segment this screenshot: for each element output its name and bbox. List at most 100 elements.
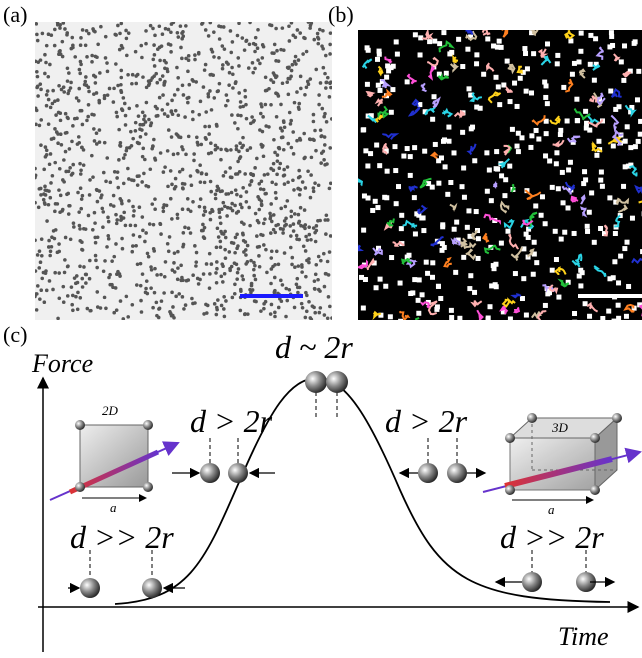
particle (319, 258, 323, 263)
particle (578, 267, 584, 273)
particle (181, 231, 186, 235)
particle (503, 218, 515, 230)
particle (51, 88, 55, 93)
particle (434, 306, 440, 312)
particle (287, 287, 292, 292)
particle (569, 71, 575, 77)
particle (491, 266, 497, 272)
particle (153, 33, 157, 38)
particle (303, 315, 308, 320)
particle (607, 195, 613, 201)
particle (119, 82, 123, 87)
particle (179, 263, 183, 268)
particle (389, 255, 395, 261)
particle (153, 266, 157, 271)
particle (213, 147, 218, 152)
particle (445, 191, 451, 197)
particle (536, 136, 542, 142)
particle (252, 299, 257, 303)
particle (248, 146, 253, 150)
particle (149, 286, 153, 290)
particle (70, 302, 74, 307)
particle (38, 82, 43, 86)
particle (133, 223, 138, 228)
particle (311, 119, 316, 124)
particle (61, 22, 66, 25)
particle (161, 170, 166, 174)
particle (231, 86, 235, 90)
particle (376, 245, 382, 251)
particle (322, 157, 326, 162)
particle (95, 235, 100, 240)
particle (622, 164, 628, 170)
particle (432, 38, 438, 44)
annotation: d ~ 2r (275, 329, 353, 365)
particle (300, 263, 304, 267)
particle (253, 35, 258, 40)
particle (554, 150, 560, 156)
particle (273, 314, 277, 319)
particle (442, 164, 448, 170)
particle (296, 221, 301, 225)
particle (152, 53, 157, 57)
particle (263, 191, 268, 196)
particle (290, 62, 295, 67)
particle (583, 125, 589, 131)
particle (269, 302, 274, 307)
particle (527, 248, 535, 258)
particle (140, 122, 145, 127)
particle (610, 143, 616, 149)
particle (516, 65, 524, 74)
particle (507, 233, 520, 250)
particle (538, 48, 549, 58)
particle (238, 202, 243, 207)
particle (296, 175, 301, 180)
particle (161, 209, 166, 214)
particle (317, 102, 321, 107)
particle (460, 64, 466, 70)
particle (419, 292, 425, 298)
particle (208, 22, 213, 25)
particle (111, 285, 115, 290)
particle (126, 31, 131, 35)
particle (40, 276, 45, 281)
particle (295, 276, 300, 281)
particle (307, 232, 312, 237)
particle (235, 192, 239, 197)
particle (312, 37, 317, 42)
particle (543, 94, 549, 100)
particle (127, 177, 131, 181)
particle (374, 113, 384, 123)
particle (142, 117, 146, 122)
particle (542, 79, 548, 85)
particle (593, 265, 607, 278)
particle (144, 279, 149, 283)
particle (570, 195, 579, 203)
particle (186, 134, 191, 139)
particle (186, 95, 191, 100)
particle (76, 190, 80, 195)
particle (399, 212, 405, 218)
particle (72, 116, 77, 121)
particle (393, 201, 399, 207)
particle (314, 67, 319, 72)
particle (576, 59, 582, 65)
particle (252, 260, 256, 265)
particle (93, 240, 98, 245)
particle (624, 104, 637, 118)
particle (146, 184, 151, 189)
particle (206, 94, 211, 99)
particle (531, 251, 537, 257)
particle (180, 167, 185, 172)
particle (489, 283, 495, 289)
particle (252, 267, 256, 272)
particle (130, 72, 135, 77)
particle (63, 111, 68, 116)
particle (596, 92, 606, 106)
particle (107, 275, 111, 280)
particle (87, 193, 92, 197)
particle (263, 299, 268, 304)
particle (234, 172, 238, 176)
particle (284, 314, 288, 319)
particle (228, 29, 233, 33)
